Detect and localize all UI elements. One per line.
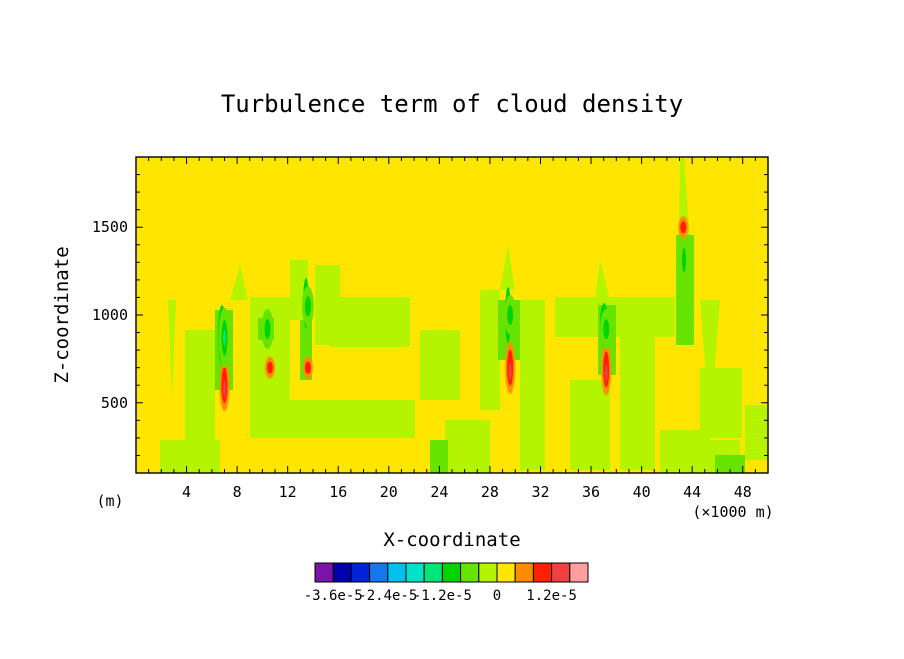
colorbar-swatch: [514, 562, 534, 583]
colorbar-tick-label: 0: [493, 588, 501, 604]
colorbar-swatch: [460, 562, 480, 583]
colorbar-swatch: [350, 562, 371, 583]
x-tick-label: 40: [633, 483, 651, 501]
y-axis-label: Z-coordinate: [51, 246, 73, 383]
colorbar-swatch: [496, 562, 516, 583]
x-tick-label: 24: [430, 483, 448, 501]
field-pattern: [160, 157, 767, 473]
colorbar-swatch: [441, 562, 462, 583]
contour-feature-negative: [301, 286, 314, 327]
contour-feature-negative: [218, 307, 231, 368]
contour-feature-positive: [264, 356, 275, 379]
contour-feature-negative: [600, 309, 613, 350]
colorbar-tick-label: -1.2e-5: [413, 588, 472, 604]
colorbar-swatch: [569, 562, 589, 583]
contour-feature-positive: [678, 216, 689, 239]
x-unit-label: (m): [96, 492, 123, 510]
x-tick-label: 44: [683, 483, 701, 501]
x-tick-label: 36: [582, 483, 600, 501]
feature-layer: [218, 216, 689, 412]
x-axis-label: X-coordinate: [383, 529, 520, 551]
colorbar-swatch: [332, 562, 352, 583]
x-tick-label: 28: [481, 483, 499, 501]
x-tick-label: 32: [531, 483, 549, 501]
x-tick-label: 4: [182, 483, 191, 501]
colorbar-tick-label: -3.6e-5: [304, 588, 363, 604]
contour-feature-positive: [219, 359, 230, 412]
y-tick-label: 500: [101, 394, 128, 412]
colorbar-tick-label: -2.4e-5: [358, 588, 417, 604]
contour-feature-positive: [505, 341, 516, 394]
contour-feature-positive: [601, 343, 612, 396]
colorbar-tick-labels: -3.6e-5-2.4e-5-1.2e-5 0 1.2e-5: [304, 588, 577, 604]
x-tick-label: 12: [279, 483, 297, 501]
x-tick-label: 16: [329, 483, 347, 501]
colorbar-swatch: [369, 562, 389, 583]
contour-feature-negative: [261, 309, 274, 350]
colorbar-swatch: [423, 562, 443, 583]
colorbar: [314, 562, 589, 583]
y-tick-labels: 500 1000 1500: [92, 218, 128, 412]
x-tick-labels: 4 8 12 16 20 24 28 32 36 40 44 48: [182, 483, 752, 501]
colorbar-tick-label: 1.2e-5: [526, 588, 577, 604]
colorbar-swatch: [387, 562, 407, 583]
y-tick-label: 1500: [92, 218, 128, 236]
colorbar-swatch: [478, 562, 498, 583]
x-tick-label: 8: [233, 483, 242, 501]
contour-feature-negative: [504, 295, 517, 335]
colorbar-swatch: [532, 562, 553, 583]
x-tick-label: 20: [380, 483, 398, 501]
colorbar-swatch: [551, 562, 571, 583]
colorbar-swatch: [405, 562, 425, 583]
colorbar-swatch: [314, 562, 334, 583]
contour-feature-positive: [302, 356, 313, 379]
x-multiplier-label: (×1000 m): [692, 503, 773, 521]
chart-title: Turbulence term of cloud density: [221, 90, 683, 118]
axis-ticks: [136, 156, 768, 474]
x-tick-label: 48: [734, 483, 752, 501]
y-tick-label: 1000: [92, 306, 128, 324]
